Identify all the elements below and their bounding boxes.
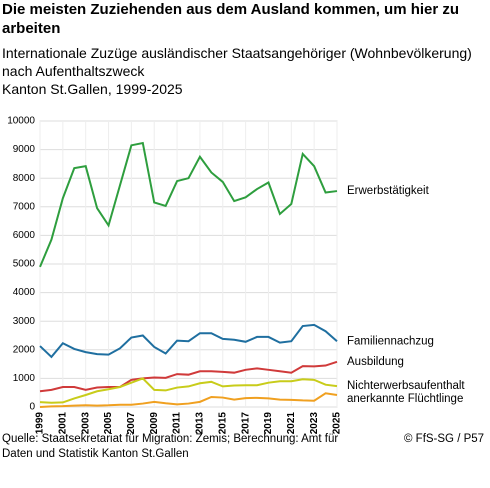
x-tick-label: 2009	[149, 412, 160, 435]
credit: © FfS-SG / P57	[404, 433, 485, 445]
chart-title: Die meisten Zuziehenden aus dem Ausland …	[2, 1, 460, 37]
x-tick-label: 2013	[195, 412, 206, 435]
y-tick-label: 0	[29, 402, 35, 413]
series-line	[39, 392, 338, 408]
legend-label: Ausbildung	[347, 356, 404, 368]
x-tick-label: 1999	[35, 412, 46, 435]
source: Quelle: Staatsekretariat für Migration: …	[2, 433, 339, 460]
legend-label: anerkannte Flüchtlinge	[347, 393, 463, 405]
y-tick-label: 5000	[13, 259, 36, 270]
y-tick-label: 3000	[13, 316, 36, 327]
x-tick-label: 2021	[286, 412, 297, 435]
y-tick-label: 1000	[13, 373, 36, 384]
series-line	[39, 141, 338, 268]
legend-label: Nichterwerbsaufenthalt	[347, 380, 465, 392]
x-tick-label: 2019	[263, 412, 274, 435]
x-tick-label: 2011	[172, 412, 183, 434]
y-tick-label: 9000	[13, 144, 36, 155]
x-tick-label: 2005	[103, 412, 114, 435]
y-tick-label: 10000	[7, 116, 35, 127]
y-tick-label: 7000	[13, 201, 36, 212]
y-tick-label: 2000	[13, 344, 36, 355]
legend-label: Familiennachzug	[347, 335, 434, 347]
x-tick-label: 2007	[126, 412, 137, 435]
x-tick-label: 2003	[80, 412, 91, 435]
x-tick-label: 2017	[240, 412, 251, 435]
series-line	[39, 377, 338, 404]
series-line	[39, 360, 338, 393]
subtitle: Internationale Zuzüge ausländischer Staa…	[2, 45, 472, 79]
x-tick-label: 2023	[309, 412, 320, 435]
x-tick-label: 2025	[332, 412, 343, 435]
y-tick-label: 4000	[13, 287, 36, 298]
x-tick-label: 2015	[217, 412, 228, 435]
y-tick-label: 6000	[13, 230, 36, 241]
legend-label: Erwerbstätigkeit	[347, 185, 430, 197]
subtitle: Kanton St.Gallen, 1999-2025	[2, 81, 183, 97]
y-tick-label: 8000	[13, 173, 36, 184]
x-tick-label: 2001	[57, 412, 68, 435]
series-line	[39, 323, 338, 359]
